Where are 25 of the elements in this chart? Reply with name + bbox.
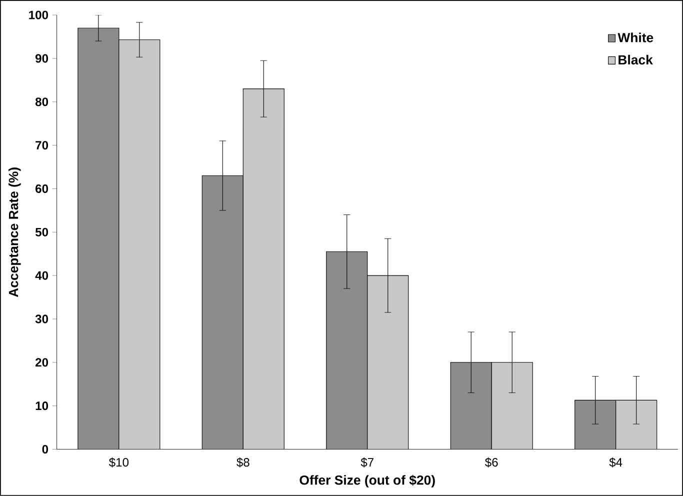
bar (367, 276, 408, 450)
bar (492, 362, 533, 450)
x-tick-label: $4 (609, 458, 622, 468)
bar (616, 400, 658, 450)
x-axis-title: Offer Size (out of $20) (300, 474, 435, 488)
bar (118, 40, 160, 450)
y-axis-title: Acceptance Rate (%) (8, 168, 21, 298)
legend-label: White (618, 32, 654, 42)
y-tick-label: 0 (42, 445, 48, 454)
x-tick-label: $7 (360, 458, 374, 468)
y-tick-label: 100 (29, 10, 48, 20)
y-tick-label: 40 (35, 271, 48, 280)
y-tick-label: 80 (35, 98, 48, 106)
y-tick-label: 50 (35, 228, 48, 236)
legend-label: Black (618, 54, 653, 65)
x-tick-label: $8 (236, 458, 250, 468)
y-tick-label: 20 (35, 358, 48, 367)
bar (243, 88, 284, 450)
x-tick-label: $10 (108, 458, 129, 468)
y-tick-label: 10 (36, 402, 48, 410)
y-tick-label: 30 (35, 314, 48, 324)
y-tick-label: 60 (36, 184, 48, 194)
y-tick-label: 90 (35, 54, 48, 63)
y-tick-label: 70 (36, 141, 48, 150)
x-tick-label: $6 (485, 458, 498, 468)
